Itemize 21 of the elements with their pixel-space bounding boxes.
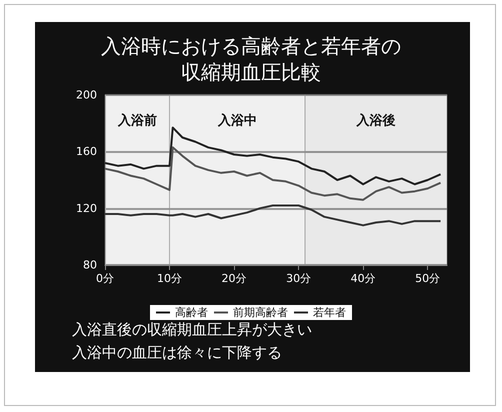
- text: 入浴中の血圧は徐々に下降する: [72, 344, 282, 362]
- x-tick-label: 30分: [286, 272, 312, 285]
- legend-label: 前期高齢者: [233, 306, 288, 319]
- band-label: 入浴後: [356, 112, 396, 128]
- y-tick-label: 200: [76, 88, 97, 102]
- x-tick-label: 40分: [350, 272, 376, 285]
- x-tick-label: 0分: [96, 272, 114, 285]
- x-tick-label: 10分: [157, 272, 182, 285]
- y-tick-label: 160: [76, 145, 97, 158]
- y-tick-label: 80: [83, 258, 97, 272]
- legend-label: 若年者: [313, 306, 346, 319]
- band-label: 入浴前: [116, 112, 157, 128]
- x-tick-label: 50分: [415, 272, 440, 285]
- line-series: [104, 204, 442, 226]
- line-series: [104, 126, 442, 186]
- legend-label: 高齢者: [175, 306, 208, 319]
- chart-title: 入浴時における高齢者と若年者の収縮期血圧比較: [101, 34, 401, 84]
- band-label: 入浴中: [216, 112, 257, 128]
- x-tick-label: 20分: [222, 272, 247, 285]
- y-tick-label: 120: [76, 202, 97, 215]
- text: 入浴直後の収縮期血圧上昇が大きい: [72, 320, 312, 338]
